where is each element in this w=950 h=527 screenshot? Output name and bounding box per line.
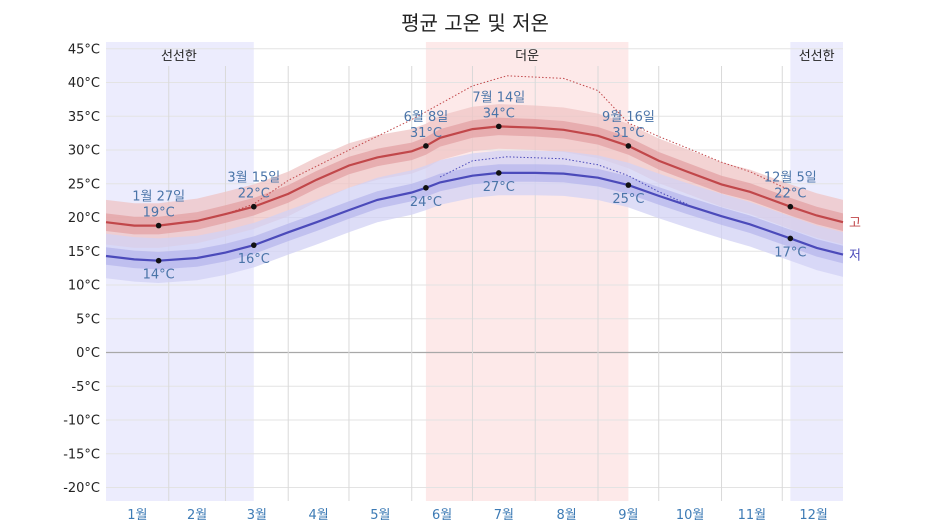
annotation-value: 19°C xyxy=(143,206,175,221)
month-label: 5월 xyxy=(370,508,390,523)
annotation-date: 6월 8일 xyxy=(404,110,449,125)
data-point xyxy=(251,203,257,210)
data-point xyxy=(495,123,502,130)
y-tick-label: 30°C xyxy=(68,144,100,159)
data-point xyxy=(787,203,794,210)
annotation-value: 34°C xyxy=(483,106,515,121)
annotation-value: 25°C xyxy=(612,192,644,207)
y-tick-label: 35°C xyxy=(68,110,100,125)
annotation-value: 27°C xyxy=(483,180,515,195)
annotation-date: 7월 14일 xyxy=(472,90,525,105)
season-label: 선선한 xyxy=(161,49,197,64)
data-point xyxy=(423,143,429,149)
annotation-value: 24°C xyxy=(410,195,442,210)
annotation-value: 14°C xyxy=(143,268,175,283)
data-point xyxy=(787,235,794,242)
chart-title: 평균 고온 및 저온 xyxy=(401,11,549,35)
annotation-date: 3월 15일 xyxy=(227,171,280,186)
season-label: 더운 xyxy=(515,49,539,64)
month-label: 7월 xyxy=(494,508,514,523)
month-label: 9월 xyxy=(618,508,638,523)
line-low xyxy=(105,171,844,262)
annotation-value: 31°C xyxy=(410,126,442,141)
y-tick-label: 20°C xyxy=(68,211,100,226)
annotation-date: 1월 27일 xyxy=(132,190,185,205)
data-point xyxy=(495,170,502,176)
month-label: 11월 xyxy=(738,508,767,523)
y-tick-label: 15°C xyxy=(68,245,100,260)
y-tick-label: 5°C xyxy=(76,312,100,327)
month-label: 1월 xyxy=(127,508,147,523)
annotation-value: 22°C xyxy=(238,187,270,202)
axes: 45°C 40°C 35°C 30°C 25°C 20°C 15°C 10°C 5°C 0°C -5… xyxy=(63,42,828,523)
y-tick-label: -20°C xyxy=(63,481,100,496)
data-point xyxy=(251,242,257,248)
data-point xyxy=(625,182,632,188)
data-point xyxy=(625,143,632,149)
series-label-high: 고 xyxy=(849,216,861,231)
annotation-date: 9월 16일 xyxy=(602,110,655,125)
annotation-value: 22°C xyxy=(774,187,806,202)
y-tick-label: 10°C xyxy=(68,279,100,294)
annotation-value: 17°C xyxy=(774,245,806,260)
y-tick-label: 0°C xyxy=(76,346,100,361)
y-tick-label: 40°C xyxy=(68,76,100,91)
y-tick-label: -10°C xyxy=(63,414,100,429)
series-lines: 고저 xyxy=(105,75,861,264)
annotation-value: 16°C xyxy=(238,252,270,267)
annotation-value: 31°C xyxy=(612,126,644,141)
month-label: 8월 xyxy=(557,508,577,523)
season-label: 선선한 xyxy=(799,49,835,64)
month-label: 12월 xyxy=(799,508,828,523)
band-outer-low xyxy=(106,150,843,283)
annotation-date: 12월 5일 xyxy=(764,171,817,186)
month-label: 3월 xyxy=(247,508,267,523)
band-inner-low xyxy=(106,164,843,270)
y-tick-label: 45°C xyxy=(68,42,100,57)
y-tick-label: 25°C xyxy=(68,177,100,192)
data-point xyxy=(423,185,429,191)
series-label-low: 저 xyxy=(849,249,861,264)
data-point xyxy=(155,222,162,229)
record-high-dotted-line xyxy=(225,75,791,215)
y-tick-label: -5°C xyxy=(71,380,100,395)
month-label: 4월 xyxy=(308,508,328,523)
data-point xyxy=(155,257,162,264)
month-label: 6월 xyxy=(432,508,452,523)
month-label: 2월 xyxy=(187,508,207,523)
month-label: 10월 xyxy=(676,508,705,523)
y-tick-label: -15°C xyxy=(63,447,100,462)
